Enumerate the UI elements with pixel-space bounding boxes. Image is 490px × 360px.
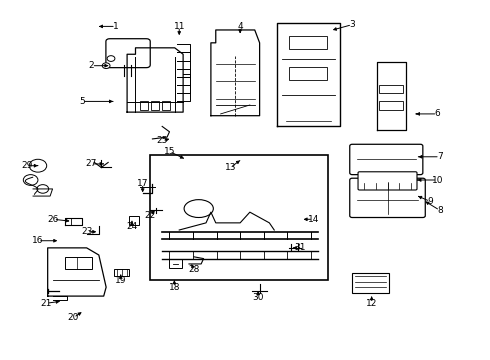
Text: 9: 9 bbox=[427, 197, 433, 206]
Text: 2: 2 bbox=[89, 61, 95, 70]
Text: 22: 22 bbox=[145, 211, 156, 220]
Bar bbox=[140, 102, 148, 111]
Text: 17: 17 bbox=[137, 179, 148, 188]
Bar bbox=[115, 269, 129, 276]
FancyBboxPatch shape bbox=[358, 172, 417, 190]
Bar bbox=[129, 216, 139, 225]
Text: 12: 12 bbox=[366, 299, 377, 308]
Circle shape bbox=[37, 185, 49, 193]
Text: 3: 3 bbox=[349, 20, 355, 29]
FancyBboxPatch shape bbox=[350, 144, 423, 175]
Text: 6: 6 bbox=[435, 109, 441, 118]
Text: 13: 13 bbox=[224, 163, 236, 172]
Text: 23: 23 bbox=[81, 227, 92, 236]
FancyBboxPatch shape bbox=[350, 178, 425, 217]
Text: 27: 27 bbox=[86, 159, 97, 168]
Ellipse shape bbox=[184, 200, 213, 217]
Circle shape bbox=[102, 63, 110, 68]
Text: 29: 29 bbox=[21, 161, 32, 170]
Bar bbox=[352, 273, 389, 293]
Bar bbox=[151, 102, 159, 111]
Bar bbox=[65, 257, 92, 269]
Bar bbox=[289, 67, 327, 80]
Circle shape bbox=[107, 56, 115, 62]
Text: 30: 30 bbox=[252, 293, 264, 302]
Text: 26: 26 bbox=[48, 215, 59, 224]
Text: 8: 8 bbox=[437, 206, 443, 215]
Text: 14: 14 bbox=[308, 215, 319, 224]
Text: 10: 10 bbox=[432, 176, 443, 185]
Text: 4: 4 bbox=[237, 22, 243, 31]
Bar bbox=[289, 36, 327, 49]
Bar bbox=[170, 258, 182, 267]
Text: 18: 18 bbox=[169, 283, 180, 292]
FancyBboxPatch shape bbox=[106, 39, 150, 68]
Text: 21: 21 bbox=[41, 299, 52, 308]
Text: 31: 31 bbox=[294, 243, 305, 252]
Bar bbox=[150, 155, 328, 280]
Text: 16: 16 bbox=[32, 236, 44, 245]
Text: 19: 19 bbox=[115, 275, 126, 284]
Text: 1: 1 bbox=[113, 22, 119, 31]
Text: 7: 7 bbox=[437, 152, 443, 161]
Text: 25: 25 bbox=[156, 136, 168, 145]
Bar bbox=[379, 85, 403, 93]
Text: 11: 11 bbox=[173, 22, 185, 31]
Text: 15: 15 bbox=[164, 147, 175, 156]
Text: 28: 28 bbox=[188, 265, 199, 274]
Text: 20: 20 bbox=[68, 313, 79, 322]
Text: 5: 5 bbox=[79, 97, 85, 106]
Text: 24: 24 bbox=[126, 222, 138, 231]
Bar bbox=[162, 102, 170, 111]
Bar bbox=[379, 102, 403, 110]
Circle shape bbox=[24, 175, 38, 185]
Circle shape bbox=[29, 159, 47, 172]
